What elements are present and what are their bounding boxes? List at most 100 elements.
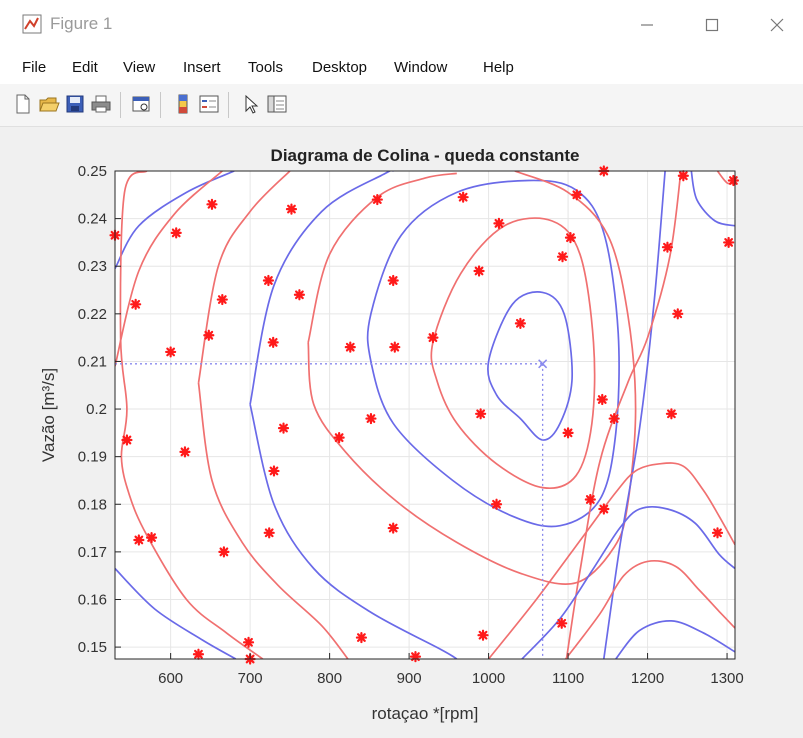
x-tick-label: 1100	[552, 670, 584, 687]
y-tick-label: 0.19	[78, 449, 107, 466]
edit-plot-icon[interactable]	[240, 93, 262, 115]
data-point	[556, 617, 568, 629]
menu-file[interactable]: File	[22, 59, 47, 76]
data-point	[514, 317, 526, 329]
data-point	[665, 408, 678, 420]
data-point	[584, 493, 596, 506]
figure-canvas: 600 700 800 900 1000 1100 1200 1300 0.15 0.16 0.17…	[0, 127, 803, 738]
menu-insert[interactable]: Insert	[183, 59, 221, 76]
data-point	[596, 393, 608, 406]
new-figure-icon[interactable]	[12, 93, 34, 115]
data-point	[218, 546, 230, 558]
data-point	[179, 446, 191, 458]
data-point	[598, 503, 610, 515]
contour-line-blue	[115, 171, 235, 270]
toolbar-separator	[160, 92, 161, 118]
toolbar-separator	[228, 92, 229, 118]
minimize-icon	[641, 24, 653, 26]
contour-line-blue	[615, 620, 735, 659]
data-point	[277, 422, 290, 434]
toolbar	[0, 84, 803, 127]
print-icon[interactable]	[90, 93, 112, 115]
data-point	[262, 274, 275, 287]
data-point	[344, 341, 356, 353]
y-tick-label: 0.21	[78, 353, 107, 370]
close-icon	[770, 18, 784, 32]
data-point	[355, 631, 368, 644]
y-tick-label: 0.17	[78, 544, 107, 561]
data-point	[389, 341, 401, 353]
minimize-button[interactable]	[625, 8, 669, 42]
contour-line-red	[487, 462, 735, 659]
y-tick-label: 0.25	[78, 163, 107, 180]
menu-view[interactable]: View	[123, 59, 156, 76]
x-tick-label: 800	[317, 670, 342, 687]
y-tick-label: 0.15	[78, 639, 107, 656]
x-tick-label: 1200	[631, 670, 664, 687]
x-tick-label: 700	[238, 670, 263, 687]
data-point	[564, 232, 577, 244]
data-point	[216, 293, 228, 306]
contour-line-blue	[487, 291, 573, 441]
contour-lines	[115, 171, 735, 659]
data-point	[130, 298, 142, 310]
x-tick-label: 1000	[472, 670, 505, 687]
menu-tools[interactable]: Tools	[248, 59, 284, 76]
axis-ticks: 600 700 800 900 1000 1100 1200 1300 0.15 0.16 0.17…	[78, 163, 744, 687]
menu-help[interactable]: Help	[483, 59, 514, 76]
save-icon[interactable]	[64, 93, 86, 115]
data-point	[427, 332, 439, 344]
data-point	[365, 412, 377, 425]
data-point	[677, 170, 689, 182]
toolbar-separator	[120, 92, 121, 118]
data-point	[145, 531, 158, 544]
legend-icon[interactable]	[198, 93, 220, 115]
y-tick-label: 0.2	[86, 401, 107, 418]
y-axis-label: Vazão [m³/s]	[39, 368, 58, 462]
hill-diagram-chart: 600 700 800 900 1000 1100 1200 1300 0.15 0.16 0.17…	[39, 146, 744, 723]
data-point	[493, 217, 505, 229]
data-point	[206, 198, 218, 210]
data-point	[267, 336, 279, 348]
print-preview-icon[interactable]	[130, 93, 152, 115]
contour-line-red	[307, 171, 637, 585]
menu-bar: File Edit View Insert Tools Desktop Wind…	[0, 50, 803, 84]
chart-title: Diagrama de Colina - queda constante	[271, 146, 580, 165]
close-button[interactable]	[755, 8, 799, 42]
contour-line-red	[115, 171, 223, 367]
data-point	[475, 408, 487, 420]
property-inspector-icon[interactable]	[266, 93, 288, 115]
data-point	[473, 265, 485, 277]
data-point	[608, 412, 620, 425]
data-point	[371, 193, 383, 206]
x-tick-label: 600	[158, 670, 183, 687]
data-point	[477, 629, 489, 641]
data-point	[170, 227, 182, 239]
y-tick-label: 0.18	[78, 496, 107, 513]
optimum-crosshair	[115, 359, 548, 659]
menu-desktop[interactable]: Desktop	[312, 59, 368, 76]
menu-edit[interactable]: Edit	[72, 59, 98, 76]
maximize-button[interactable]	[690, 8, 734, 42]
open-file-icon[interactable]	[38, 93, 60, 115]
data-point	[293, 289, 306, 301]
data-point	[387, 522, 399, 534]
x-tick-label: 900	[397, 670, 422, 687]
x-tick-label: 1300	[710, 670, 743, 687]
contour-line-blue	[521, 506, 735, 659]
optimum-marker	[538, 359, 548, 369]
data-point	[457, 191, 469, 203]
data-point	[263, 527, 275, 539]
data-point	[133, 534, 145, 546]
y-tick-label: 0.24	[78, 211, 107, 228]
contour-line-blue	[249, 404, 458, 659]
menu-window[interactable]: Window	[394, 59, 448, 76]
contour-line-red	[119, 171, 264, 659]
window-title: Figure 1	[50, 14, 113, 33]
colorbar-icon[interactable]	[172, 93, 194, 115]
contour-line-blue	[602, 171, 666, 659]
data-points	[109, 165, 740, 665]
data-point	[268, 465, 280, 477]
x-axis-label: rotaçao *[rpm]	[372, 704, 479, 723]
data-point	[672, 308, 684, 320]
